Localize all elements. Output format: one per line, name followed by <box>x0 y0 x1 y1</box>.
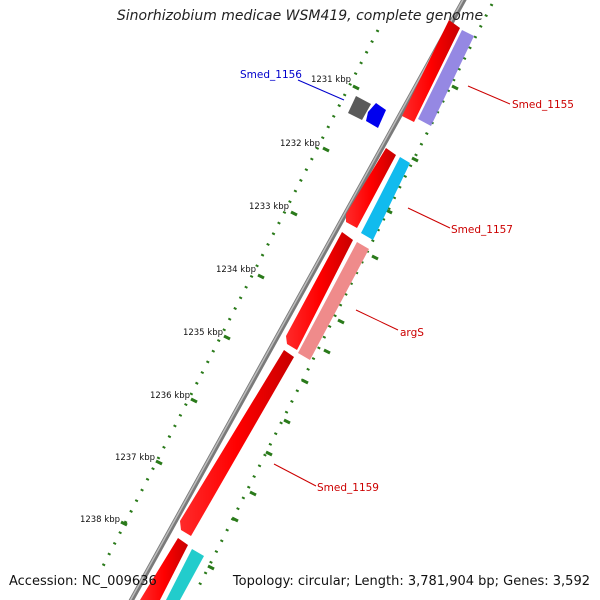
kbp-label: 1233 kbp <box>249 202 289 212</box>
genome-summary: Topology: circular; Length: 3,781,904 bp… <box>232 574 590 589</box>
connector-smed-1156 <box>297 79 345 101</box>
kbp-label: 1232 kbp <box>280 139 320 149</box>
track-tick <box>337 318 345 325</box>
gene-args[interactable] <box>286 232 353 350</box>
gene-track <box>140 20 460 600</box>
kbp-label: 1234 kbp <box>216 265 256 275</box>
genome-backbone <box>128 0 467 600</box>
track-tick <box>249 490 257 497</box>
track-tick <box>207 564 215 571</box>
kbp-label: 1236 kbp <box>150 391 190 401</box>
inner-dotted-track <box>194 3 494 593</box>
accession-label: Accession: NC_009636 <box>9 574 157 589</box>
kbp-label: 1235 kbp <box>183 328 223 338</box>
cds-next[interactable] <box>166 549 204 600</box>
gene-next[interactable] <box>140 538 188 600</box>
kbp-labels: 1231 kbp 1232 kbp 1233 kbp 1234 kbp 1235… <box>80 75 351 525</box>
kbp-label: 1231 kbp <box>311 75 351 85</box>
label-smed-1155[interactable]: Smed_1155 <box>512 99 574 111</box>
gene-smed-1157[interactable] <box>346 148 396 228</box>
cds-smed-1155[interactable] <box>418 30 474 126</box>
kbp-label: 1237 kbp <box>115 453 155 463</box>
label-smed-1159[interactable]: Smed_1159 <box>317 482 379 494</box>
label-args[interactable]: argS <box>400 327 424 339</box>
map-title: Sinorhizobium medicae WSM419, complete g… <box>116 8 484 24</box>
kbp-tick <box>290 210 298 217</box>
kbp-tick <box>257 273 265 280</box>
track-tick <box>411 156 419 163</box>
label-smed-1157[interactable]: Smed_1157 <box>451 224 513 236</box>
gene-smed-1155[interactable] <box>402 20 460 122</box>
kbp-tick <box>120 520 128 527</box>
track-tick <box>231 516 239 523</box>
track-tick <box>451 84 459 91</box>
cds-track <box>166 30 474 600</box>
label-connectors <box>273 79 511 487</box>
feature-labels: Smed_1155 Smed_1156 Smed_1157 argS Smed_… <box>240 69 574 494</box>
connector-smed-1157 <box>407 207 451 229</box>
connector-smed-1159 <box>273 463 317 487</box>
kbp-tick <box>322 146 330 153</box>
connector-args <box>355 309 399 331</box>
track-tick <box>323 348 331 355</box>
label-smed-1156[interactable]: Smed_1156 <box>240 69 302 81</box>
gene-smed-1159[interactable] <box>180 350 294 536</box>
inner-track-ticks <box>207 84 459 571</box>
cds-smed-1157[interactable] <box>361 157 410 240</box>
kbp-ticks <box>120 84 360 527</box>
cds-smed-1156[interactable] <box>366 103 386 128</box>
cds-args[interactable] <box>298 242 369 360</box>
kbp-tick <box>155 459 163 466</box>
connector-smed-1155 <box>467 85 511 105</box>
kbp-tick <box>223 334 231 341</box>
track-tick <box>371 254 379 261</box>
kbp-tick <box>352 84 360 91</box>
gene-smed-1156[interactable] <box>348 96 371 120</box>
kbp-label: 1238 kbp <box>80 515 120 525</box>
kbp-tick <box>190 397 198 404</box>
track-tick <box>283 418 291 425</box>
genome-backbone-highlight <box>129 0 464 600</box>
track-tick <box>301 378 309 385</box>
track-tick <box>265 450 273 457</box>
